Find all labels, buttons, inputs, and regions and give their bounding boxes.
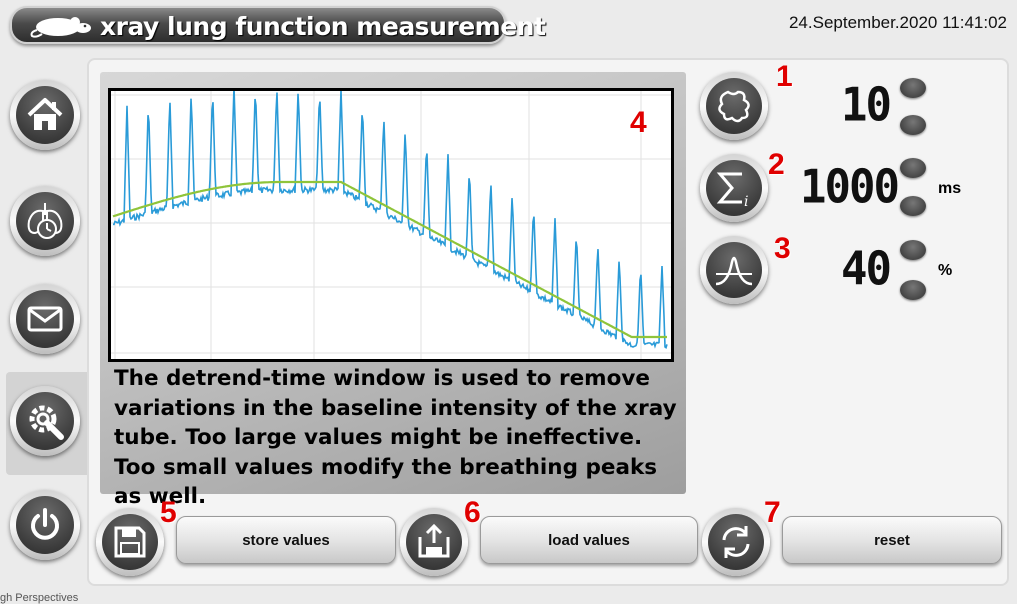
param-3-button[interactable]	[700, 236, 768, 304]
chart-plot	[111, 86, 671, 359]
param-1-increase-arrow[interactable]	[900, 78, 926, 98]
reset-button[interactable]: reset	[782, 516, 1002, 564]
label-number-5: 5	[160, 496, 177, 529]
mail-icon	[27, 306, 63, 332]
label-number-7: 7	[764, 496, 781, 529]
blob-icon	[718, 90, 750, 123]
param-2-decrease-arrow[interactable]	[900, 196, 926, 216]
datetime: 24.September.2020 11:41:02	[788, 13, 1007, 32]
param-2-unit: ms	[938, 180, 962, 197]
param-1-decrease-arrow[interactable]	[900, 115, 926, 135]
lung-stopwatch-icon	[27, 203, 63, 239]
baseline-series-line	[112, 180, 667, 339]
param-1-value: 10	[841, 78, 892, 133]
param-2-button[interactable]: i	[700, 154, 768, 222]
reset-icon-button[interactable]	[702, 508, 770, 576]
load-values-button[interactable]: load values	[480, 516, 698, 564]
sidebar-item-mail[interactable]	[10, 284, 80, 354]
sidebar-item-home[interactable]	[10, 80, 80, 150]
floppy-upload-icon	[418, 523, 450, 558]
app-title: xray lung function measurement	[100, 12, 546, 41]
svg-text:i: i	[744, 194, 748, 210]
param-2-value: 1000	[800, 160, 900, 215]
param-3-increase-arrow[interactable]	[900, 240, 926, 260]
load-icon-button[interactable]	[400, 508, 468, 576]
power-icon	[31, 508, 59, 540]
sum-icon: i	[716, 172, 748, 210]
sidebar-item-settings[interactable]	[10, 386, 80, 456]
mouse-logo-icon	[30, 17, 91, 38]
param-3-decrease-arrow[interactable]	[900, 280, 926, 300]
home-icon	[27, 98, 63, 130]
detrend-chart	[108, 86, 674, 362]
store-values-button[interactable]: store values	[176, 516, 396, 564]
settings-wrench-gear-icon	[29, 405, 64, 440]
footer-text: gh Perspectives	[0, 592, 79, 604]
title-banner: xray lung function measurement	[10, 6, 546, 44]
refresh-icon	[722, 526, 750, 558]
param-3-unit: %	[938, 262, 953, 279]
param-3-value: 40	[841, 242, 892, 297]
param-1-button[interactable]	[700, 72, 768, 140]
signal-series-line	[112, 86, 668, 349]
param-2-increase-arrow[interactable]	[900, 158, 926, 178]
store-icon-button[interactable]	[96, 508, 164, 576]
sidebar-item-lung[interactable]	[10, 186, 80, 256]
label-number-6: 6	[464, 496, 481, 529]
label-number-2: 2	[768, 148, 785, 181]
sidebar-item-power[interactable]	[10, 490, 80, 560]
label-number-3: 3	[774, 232, 791, 265]
floppy-disk-icon	[114, 526, 146, 558]
help-text: The detrend-time window is used to remov…	[114, 366, 677, 509]
bell-curve-icon	[715, 256, 753, 286]
label-number-1: 1	[776, 60, 793, 93]
label-number-4: 4	[630, 106, 647, 139]
